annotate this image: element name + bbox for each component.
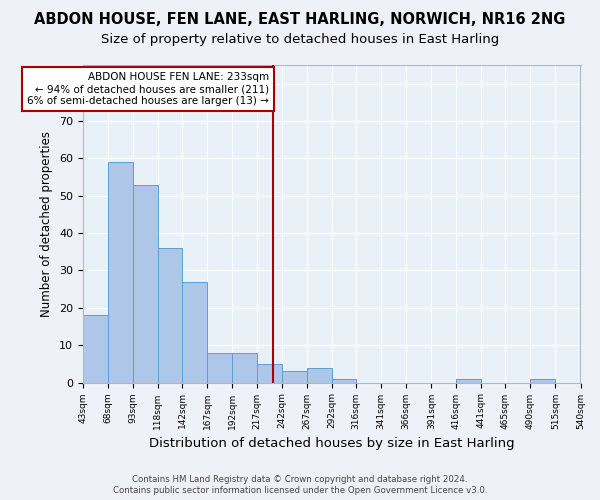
Bar [307,368,332,382]
Bar [332,379,356,382]
Bar [282,372,307,382]
Bar [182,282,207,382]
Text: Contains HM Land Registry data © Crown copyright and database right 2024.: Contains HM Land Registry data © Crown c… [132,475,468,484]
Y-axis label: Number of detached properties: Number of detached properties [40,131,53,317]
Bar [257,364,282,382]
Bar [83,316,108,382]
Text: ABDON HOUSE, FEN LANE, EAST HARLING, NORWICH, NR16 2NG: ABDON HOUSE, FEN LANE, EAST HARLING, NOR… [34,12,566,28]
Text: ABDON HOUSE FEN LANE: 233sqm
← 94% of detached houses are smaller (211)
6% of se: ABDON HOUSE FEN LANE: 233sqm ← 94% of de… [27,72,269,106]
Bar [457,379,481,382]
Bar [232,352,257,382]
Bar [530,379,556,382]
Bar [207,352,232,382]
Text: Size of property relative to detached houses in East Harling: Size of property relative to detached ho… [101,32,499,46]
X-axis label: Distribution of detached houses by size in East Harling: Distribution of detached houses by size … [149,437,514,450]
Bar [133,184,158,382]
Bar [158,248,182,382]
Bar [108,162,133,382]
Text: Contains public sector information licensed under the Open Government Licence v3: Contains public sector information licen… [113,486,487,495]
